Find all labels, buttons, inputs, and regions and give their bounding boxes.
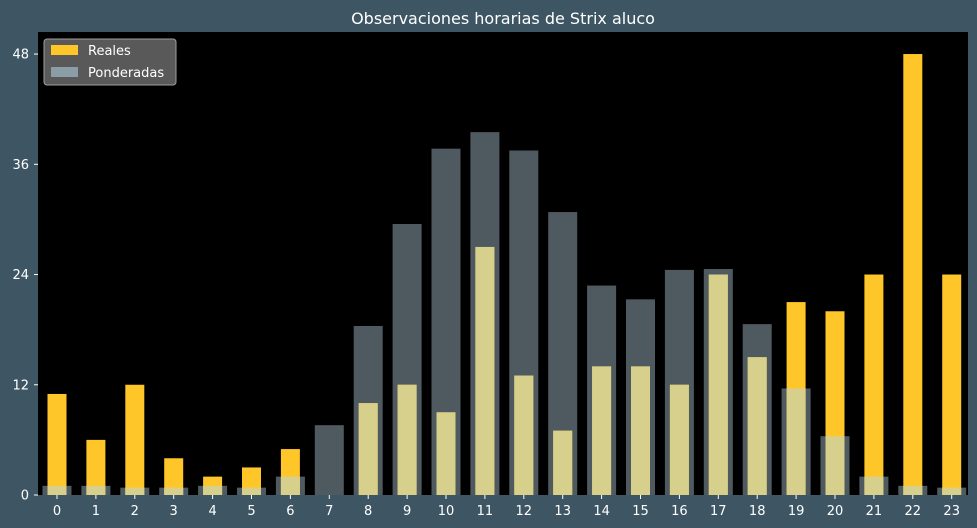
overlap-bar [125,487,145,495]
real-bar [125,384,145,495]
x-tick-label: 7 [325,504,333,519]
chart-title: Observaciones horarias de Strix aluco [351,9,655,28]
real-bar [903,54,923,496]
y-axis: 0 12 24 36 48 [12,48,38,504]
y-tick-label: 36 [12,158,29,173]
x-tick-label: 2 [131,504,139,519]
overlap-bar [825,436,845,495]
weighted-bar [314,425,344,495]
overlap-bar [514,375,534,495]
y-tick-label: 24 [12,268,29,283]
overlap-bar [164,487,184,495]
x-tick-label: 16 [671,504,688,519]
real-bar [942,274,962,495]
x-tick-label: 22 [905,504,922,519]
overlap-bar [475,246,495,495]
x-tick-label: 14 [593,504,610,519]
y-tick-label: 48 [12,48,29,63]
x-tick-label: 9 [403,504,411,519]
x-tick-label: 13 [554,504,571,519]
x-tick-label: 0 [53,504,61,519]
y-tick-label: 12 [12,378,29,393]
x-tick-label: 21 [866,504,883,519]
overlap-bar [242,487,261,495]
overlap-bar [358,403,378,495]
overlap-bar [553,430,573,495]
x-tick-label: 19 [788,504,805,519]
overlay-bars [47,246,962,495]
x-tick-label: 6 [286,504,294,519]
x-tick-label: 3 [170,504,178,519]
x-tick-label: 15 [632,504,649,519]
overlap-bar [786,388,806,495]
overlap-bar [592,366,612,495]
real-bar [86,439,106,495]
x-tick-label: 11 [477,504,494,519]
overlap-bar [397,384,417,495]
x-tick-label: 1 [92,504,100,519]
real-bar [864,274,884,495]
overlap-bar [280,476,300,495]
x-tick-label: 4 [208,504,216,519]
x-tick-label: 10 [438,504,455,519]
overlap-bar [436,412,456,495]
x-tick-label: 23 [943,504,960,519]
overlap-bar [631,366,650,495]
overlap-bar [47,485,67,495]
x-tick-label: 18 [749,504,766,519]
overlap-bar [203,485,223,495]
legend-label-ponderadas: Ponderadas [88,66,164,81]
x-tick-label: 8 [364,504,372,519]
overlap-bar [903,485,923,495]
x-tick-label: 17 [710,504,727,519]
legend: Reales Ponderadas [43,38,177,86]
overlap-bar [669,384,689,495]
x-tick-label: 5 [247,504,255,519]
legend-swatch-reales [51,45,78,55]
legend-label-reales: Reales [88,44,131,59]
x-tick-label: 20 [827,504,844,519]
legend-swatch-ponderadas [51,67,78,77]
real-bar [47,393,67,495]
overlap-bar [942,487,962,495]
x-tick-label: 12 [516,504,533,519]
y-tick-label: 0 [21,489,29,504]
real-bar [164,458,184,495]
overlap-bar [708,274,728,495]
overlap-bar [747,357,767,495]
overlap-bar [864,476,884,495]
plot-area [38,32,968,495]
x-axis: 0 1 2 3 4 5 6 7 8 9 10 11 12 13 14 15 16 17 18 19 20 21 22 23 [53,495,960,519]
overlap-bar [86,485,106,495]
